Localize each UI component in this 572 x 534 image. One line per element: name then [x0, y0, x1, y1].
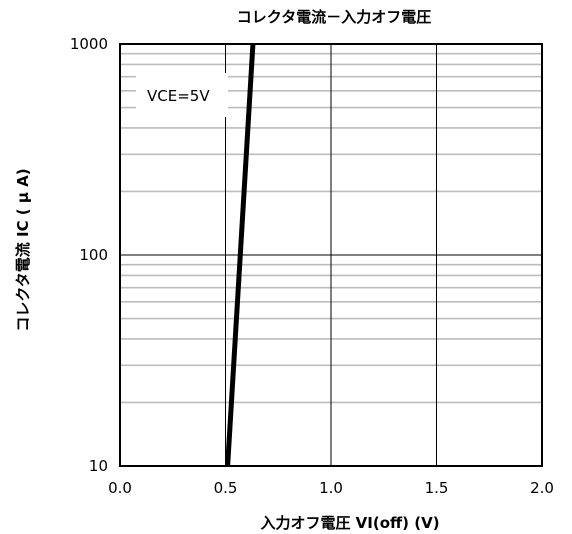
- annotation-box: [136, 73, 228, 117]
- x-tick-label: 2.0: [530, 479, 554, 497]
- x-tick-labels: 0.0 0.5 1.0 1.5 2.0: [108, 479, 554, 497]
- y-tick-label: 10: [89, 457, 108, 475]
- x-tick-label: 0.0: [108, 479, 132, 497]
- x-tick-label: 0.5: [214, 479, 238, 497]
- x-axis-label: 入力オフ電圧 VI(off) (V): [260, 514, 439, 532]
- x-tick-label: 1.0: [319, 479, 343, 497]
- y-axis-label: コレクタ電流 IC ( μ A): [14, 168, 32, 331]
- y-tick-label: 1000: [70, 35, 108, 53]
- annotation-label: VCE=5V: [147, 87, 210, 105]
- x-tick-label: 1.5: [425, 479, 449, 497]
- series-line: [225, 43, 256, 467]
- y-tick-label: 100: [79, 246, 108, 264]
- chart-title: コレクタ電流－入力オフ電圧: [237, 8, 431, 26]
- plot-frame: [119, 43, 543, 467]
- series-layer: [225, 43, 256, 467]
- y-tick-labels: 10 100 1000: [70, 35, 108, 475]
